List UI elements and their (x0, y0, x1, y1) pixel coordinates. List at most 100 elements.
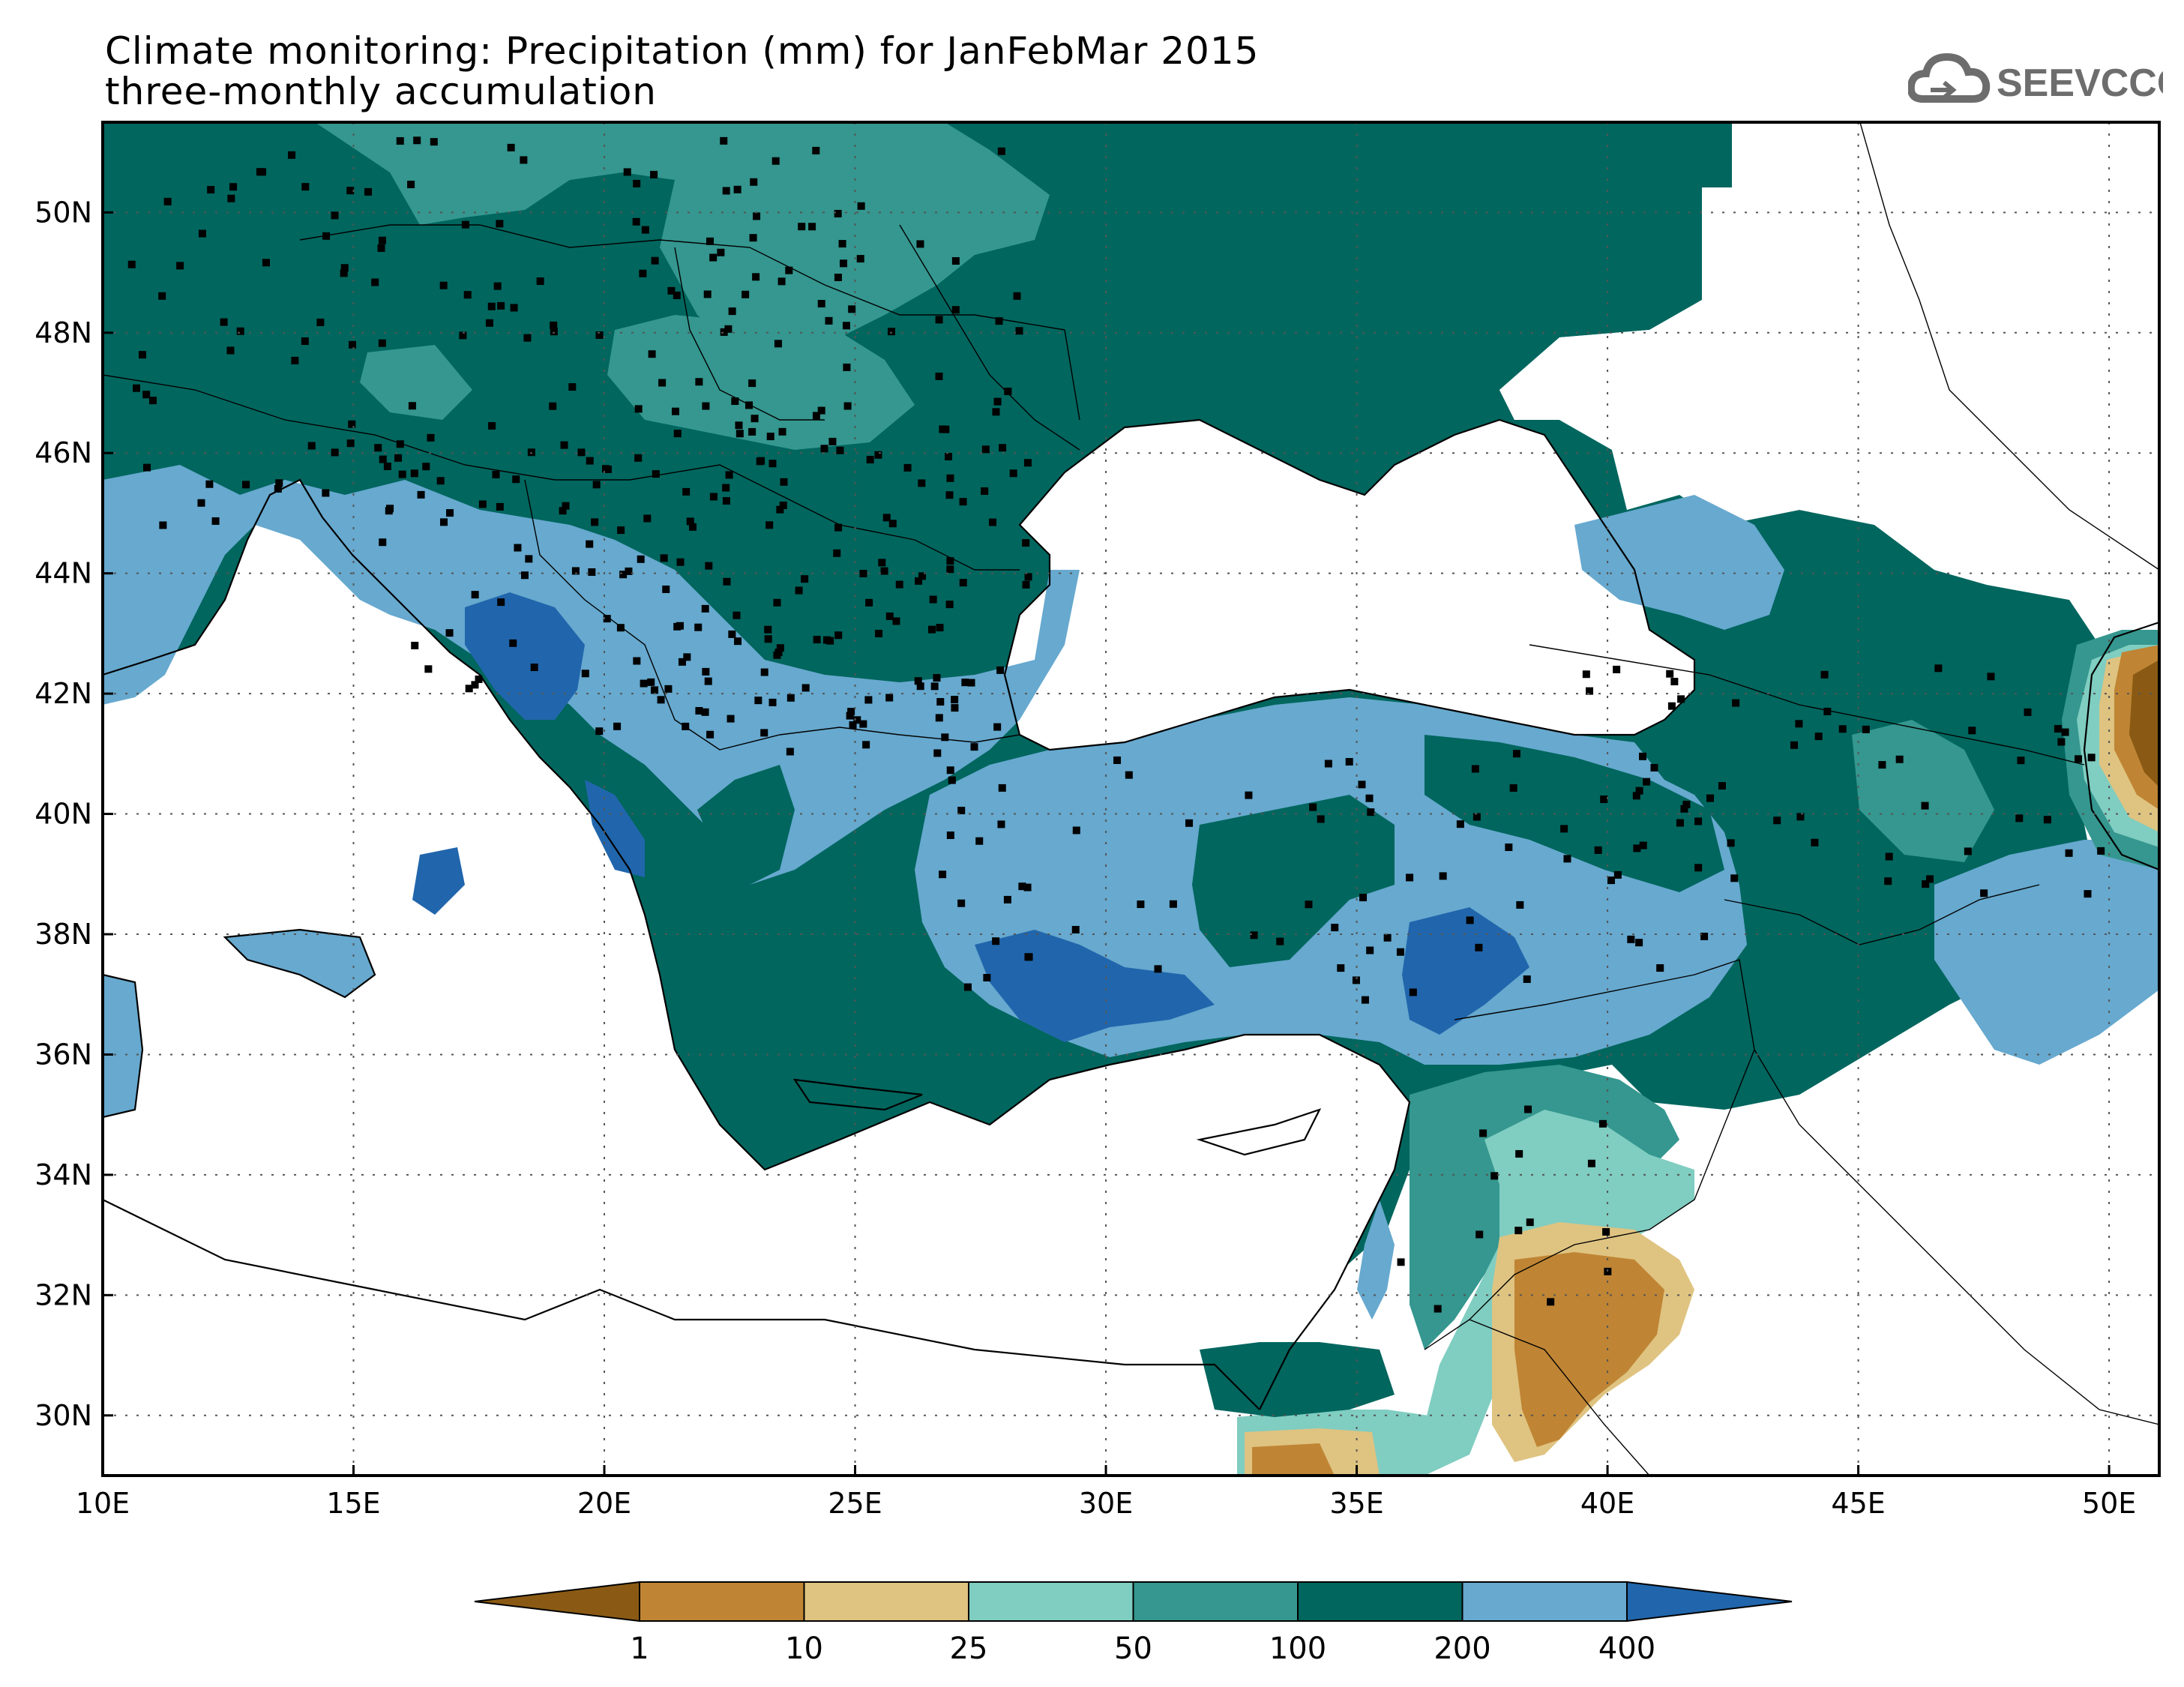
station-marker (1878, 761, 1886, 769)
station-marker (1670, 678, 1679, 686)
station-marker (1885, 852, 1893, 861)
station-marker (702, 402, 710, 410)
station-marker (2061, 728, 2069, 736)
station-marker (163, 197, 172, 205)
lat-tick-label: 30N (34, 1399, 92, 1432)
station-marker (1406, 873, 1414, 882)
station-marker (459, 331, 467, 340)
station-marker (549, 402, 557, 410)
station-marker (836, 446, 844, 454)
lat-tick-label: 46N (34, 436, 92, 469)
station-marker (765, 521, 774, 529)
station-marker (142, 391, 151, 399)
station-marker (411, 641, 419, 649)
station-marker (1309, 803, 1317, 811)
precip-region-400-caucasus (1574, 495, 1784, 630)
station-marker (488, 421, 496, 430)
station-marker (1602, 1227, 1610, 1236)
station-marker (750, 415, 759, 423)
colorbar-label: 1 (630, 1632, 649, 1666)
station-marker (1516, 900, 1524, 909)
station-marker (933, 749, 942, 757)
station-marker (657, 696, 665, 704)
station-marker (981, 445, 990, 454)
station-marker (1811, 838, 1819, 846)
station-marker (520, 156, 528, 164)
station-marker (475, 675, 483, 683)
lat-tick-label: 50N (34, 196, 92, 229)
station-marker (915, 577, 923, 585)
station-marker (2015, 814, 2024, 823)
station-marker (929, 595, 937, 604)
station-marker (945, 491, 954, 499)
station-marker (786, 694, 795, 702)
station-marker (1633, 844, 1641, 852)
station-marker (993, 723, 1002, 731)
station-marker (1013, 292, 1021, 300)
precip-region-1-10-sinai (1252, 1443, 1335, 1476)
station-marker (639, 269, 647, 277)
station-marker (1305, 900, 1313, 909)
station-marker (801, 575, 809, 583)
station-marker (1397, 1258, 1405, 1266)
station-marker (377, 244, 385, 252)
station-marker (1439, 872, 1447, 880)
station-marker (662, 585, 670, 593)
station-marker (701, 604, 709, 613)
station-marker (1700, 932, 1709, 940)
station-marker (471, 591, 479, 599)
station-marker (568, 383, 577, 391)
station-marker (127, 260, 136, 268)
station-marker (2087, 754, 2096, 762)
station-marker (702, 667, 710, 676)
lon-tick-label: 50E (2082, 1487, 2136, 1520)
station-marker (722, 496, 730, 505)
station-marker (1676, 819, 1684, 827)
station-marker (701, 708, 709, 716)
station-marker (727, 715, 735, 723)
cloud-icon (1908, 52, 1991, 103)
station-marker (461, 220, 469, 229)
station-marker (236, 327, 244, 335)
station-marker (603, 615, 611, 623)
black-sea (1005, 420, 1694, 750)
station-marker (1718, 782, 1726, 790)
station-marker (735, 421, 743, 430)
station-marker (857, 202, 865, 210)
colorbar-label: 50 (1114, 1632, 1152, 1666)
station-marker (1587, 1159, 1595, 1167)
station-marker (946, 832, 954, 840)
station-marker (1003, 895, 1011, 903)
station-marker (1512, 750, 1520, 758)
station-marker (776, 644, 784, 652)
station-marker (378, 236, 386, 244)
station-marker (226, 346, 235, 355)
station-marker (774, 340, 782, 348)
station-marker (507, 143, 515, 151)
station-marker (660, 554, 668, 562)
station-marker (1650, 763, 1658, 772)
station-marker (709, 253, 718, 262)
station-marker (550, 321, 558, 329)
station-marker (939, 870, 947, 879)
station-marker (633, 179, 641, 187)
station-marker (205, 480, 214, 488)
station-marker (1352, 976, 1360, 984)
station-marker (383, 463, 391, 471)
station-marker (741, 290, 750, 298)
station-marker (733, 185, 741, 193)
station-marker (764, 635, 772, 643)
station-marker (198, 229, 206, 238)
station-marker (828, 437, 837, 445)
station-marker (562, 502, 570, 510)
station-marker (158, 292, 166, 300)
station-marker (1472, 813, 1481, 821)
station-marker (1154, 965, 1162, 973)
station-marker (138, 351, 146, 359)
coastlines (103, 418, 2159, 1410)
lon-tick-label: 40E (1580, 1487, 1634, 1520)
station-marker (996, 666, 1005, 674)
station-marker (942, 425, 950, 433)
station-marker (722, 187, 730, 195)
station-marker (717, 248, 725, 256)
